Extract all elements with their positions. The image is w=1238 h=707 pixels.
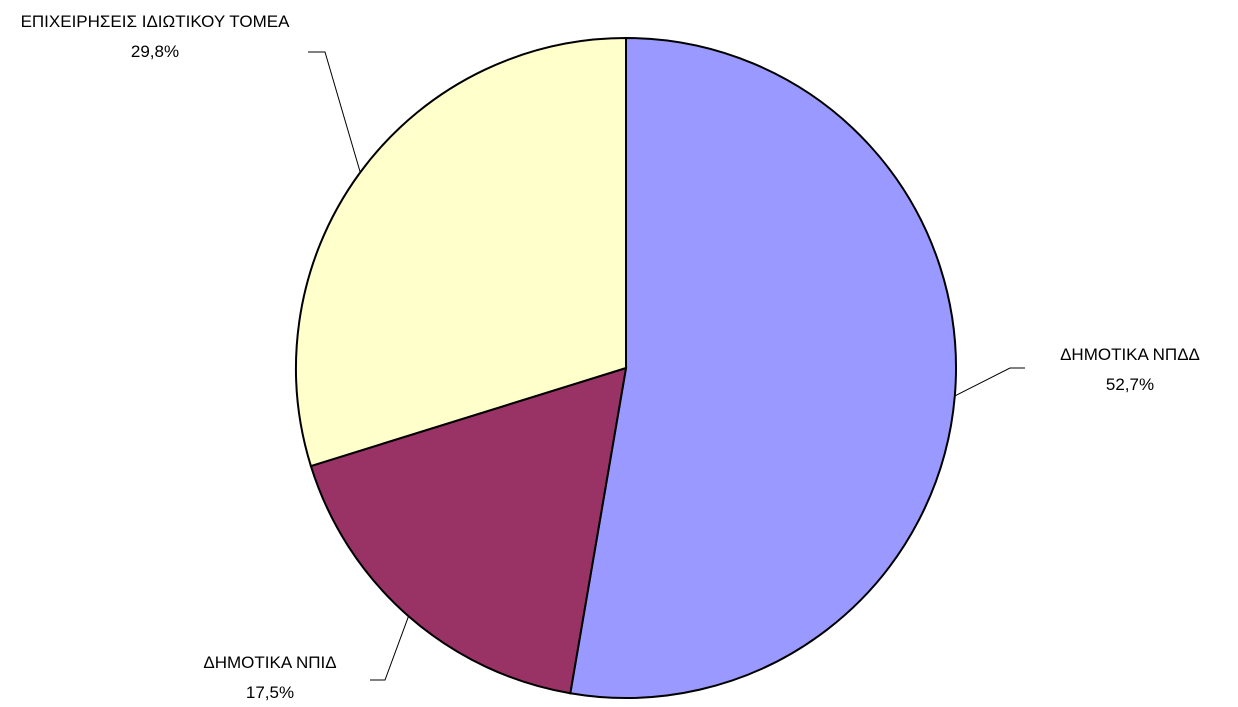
pie-slice [569,36,957,699]
slice-value-label: 29,8% [130,42,180,61]
slice-value-label: 52,7% [1105,375,1155,394]
leader-line [954,367,1025,397]
slice-value-label: 17,5% [245,683,295,702]
slice-category-label: ΔΗΜΟΤΙΚΑ ΝΠΙΔ [203,653,337,672]
pie-slice [295,36,627,468]
slice-category-label: ΕΠΙΧΕΙΡΗΣΕΙΣ ΙΔΙΩΤΙΚΟΥ ΤΟΜΕΑ [20,12,290,31]
leader-line [308,51,361,173]
slice-label: ΕΠΙΧΕΙΡΗΣΕΙΣ ΙΔΙΩΤΙΚΟΥ ΤΟΜΕΑ 29,8% [5,7,305,67]
leader-line [370,616,410,681]
slice-label: ΔΗΜΟΤΙΚΑ ΝΠΔΔ 52,7% [1015,340,1238,400]
slice-label: ΔΗΜΟΤΙΚΑ ΝΠΙΔ 17,5% [155,648,385,707]
slice-category-label: ΔΗΜΟΤΙΚΑ ΝΠΔΔ [1060,345,1200,364]
